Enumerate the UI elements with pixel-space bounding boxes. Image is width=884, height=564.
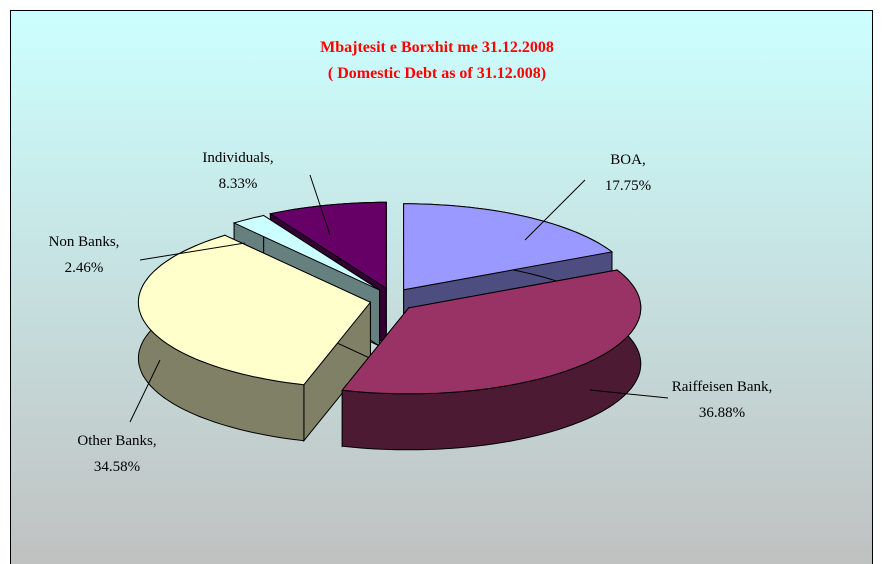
slice-top bbox=[341, 269, 642, 395]
chart-title: Mbajtesit e Borxhit me 31.12.2008 bbox=[320, 39, 554, 56]
slice-top bbox=[232, 214, 380, 291]
slice-label: Raiffeisen Bank, bbox=[672, 379, 773, 395]
slice-value-label: 34.58% bbox=[94, 459, 140, 475]
slice-top bbox=[403, 203, 614, 291]
labels: BOA, 17.75% Raiffeisen Bank, 36.88% Other Ba… bbox=[49, 150, 773, 475]
leader-line bbox=[589, 389, 669, 399]
leader-line bbox=[129, 359, 161, 423]
leader-line bbox=[524, 179, 586, 241]
chart-subtitle: ( Domestic Debt as of 31.12.008) bbox=[328, 65, 546, 82]
leader-line bbox=[139, 242, 246, 261]
slice-value-label: 8.33% bbox=[219, 176, 258, 192]
slice-top bbox=[269, 201, 387, 290]
slice-label: Non Banks, bbox=[49, 234, 120, 250]
slice-label: BOA, bbox=[610, 152, 645, 168]
slice bbox=[341, 268, 642, 451]
slice-value-label: 17.75% bbox=[605, 178, 651, 194]
slice-top bbox=[137, 234, 372, 386]
slice-label: Other Banks, bbox=[77, 433, 156, 449]
slice-value-label: 2.46% bbox=[65, 260, 104, 276]
slice-value-label: 36.88% bbox=[699, 405, 745, 421]
leader-line bbox=[309, 174, 331, 236]
slice bbox=[137, 234, 372, 443]
pie bbox=[137, 201, 642, 451]
slice-label: Individuals, bbox=[202, 150, 273, 166]
